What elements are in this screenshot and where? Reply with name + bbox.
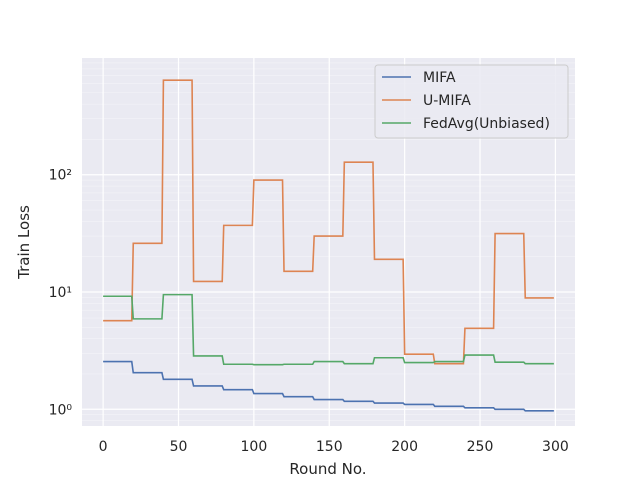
y-tick-label: 10¹ xyxy=(49,285,72,301)
series-line-fedavg-unbiased xyxy=(103,293,554,366)
legend-label: MIFA xyxy=(423,70,456,86)
x-tick-label: 0 xyxy=(99,439,108,455)
x-axis-ticks: 0 50 100 150 200 250 300 xyxy=(99,439,569,455)
legend-label: FedAvg(Unbiased) xyxy=(423,116,550,132)
legend-label: U-MIFA xyxy=(423,93,471,109)
x-tick-label: 300 xyxy=(542,439,569,455)
series-line-u-mifa xyxy=(103,79,554,365)
x-tick-label: 100 xyxy=(241,439,268,455)
y-axis-ticks: 10⁰ 10¹ 10² xyxy=(49,168,73,419)
x-tick-label: 250 xyxy=(467,439,494,455)
x-tick-label: 200 xyxy=(391,439,418,455)
x-axis-label: Round No. xyxy=(289,460,366,478)
legend: MIFA U-MIFA FedAvg(Unbiased) xyxy=(374,64,569,139)
series-line-mifa xyxy=(103,360,554,412)
series-layer xyxy=(103,79,554,412)
legend-box xyxy=(374,64,569,139)
y-axis-label: Train Loss xyxy=(15,205,33,280)
y-tick-label: 10⁰ xyxy=(49,402,73,418)
x-tick-label: 150 xyxy=(316,439,343,455)
x-tick-label: 50 xyxy=(170,439,188,455)
y-tick-label: 10² xyxy=(49,168,72,184)
